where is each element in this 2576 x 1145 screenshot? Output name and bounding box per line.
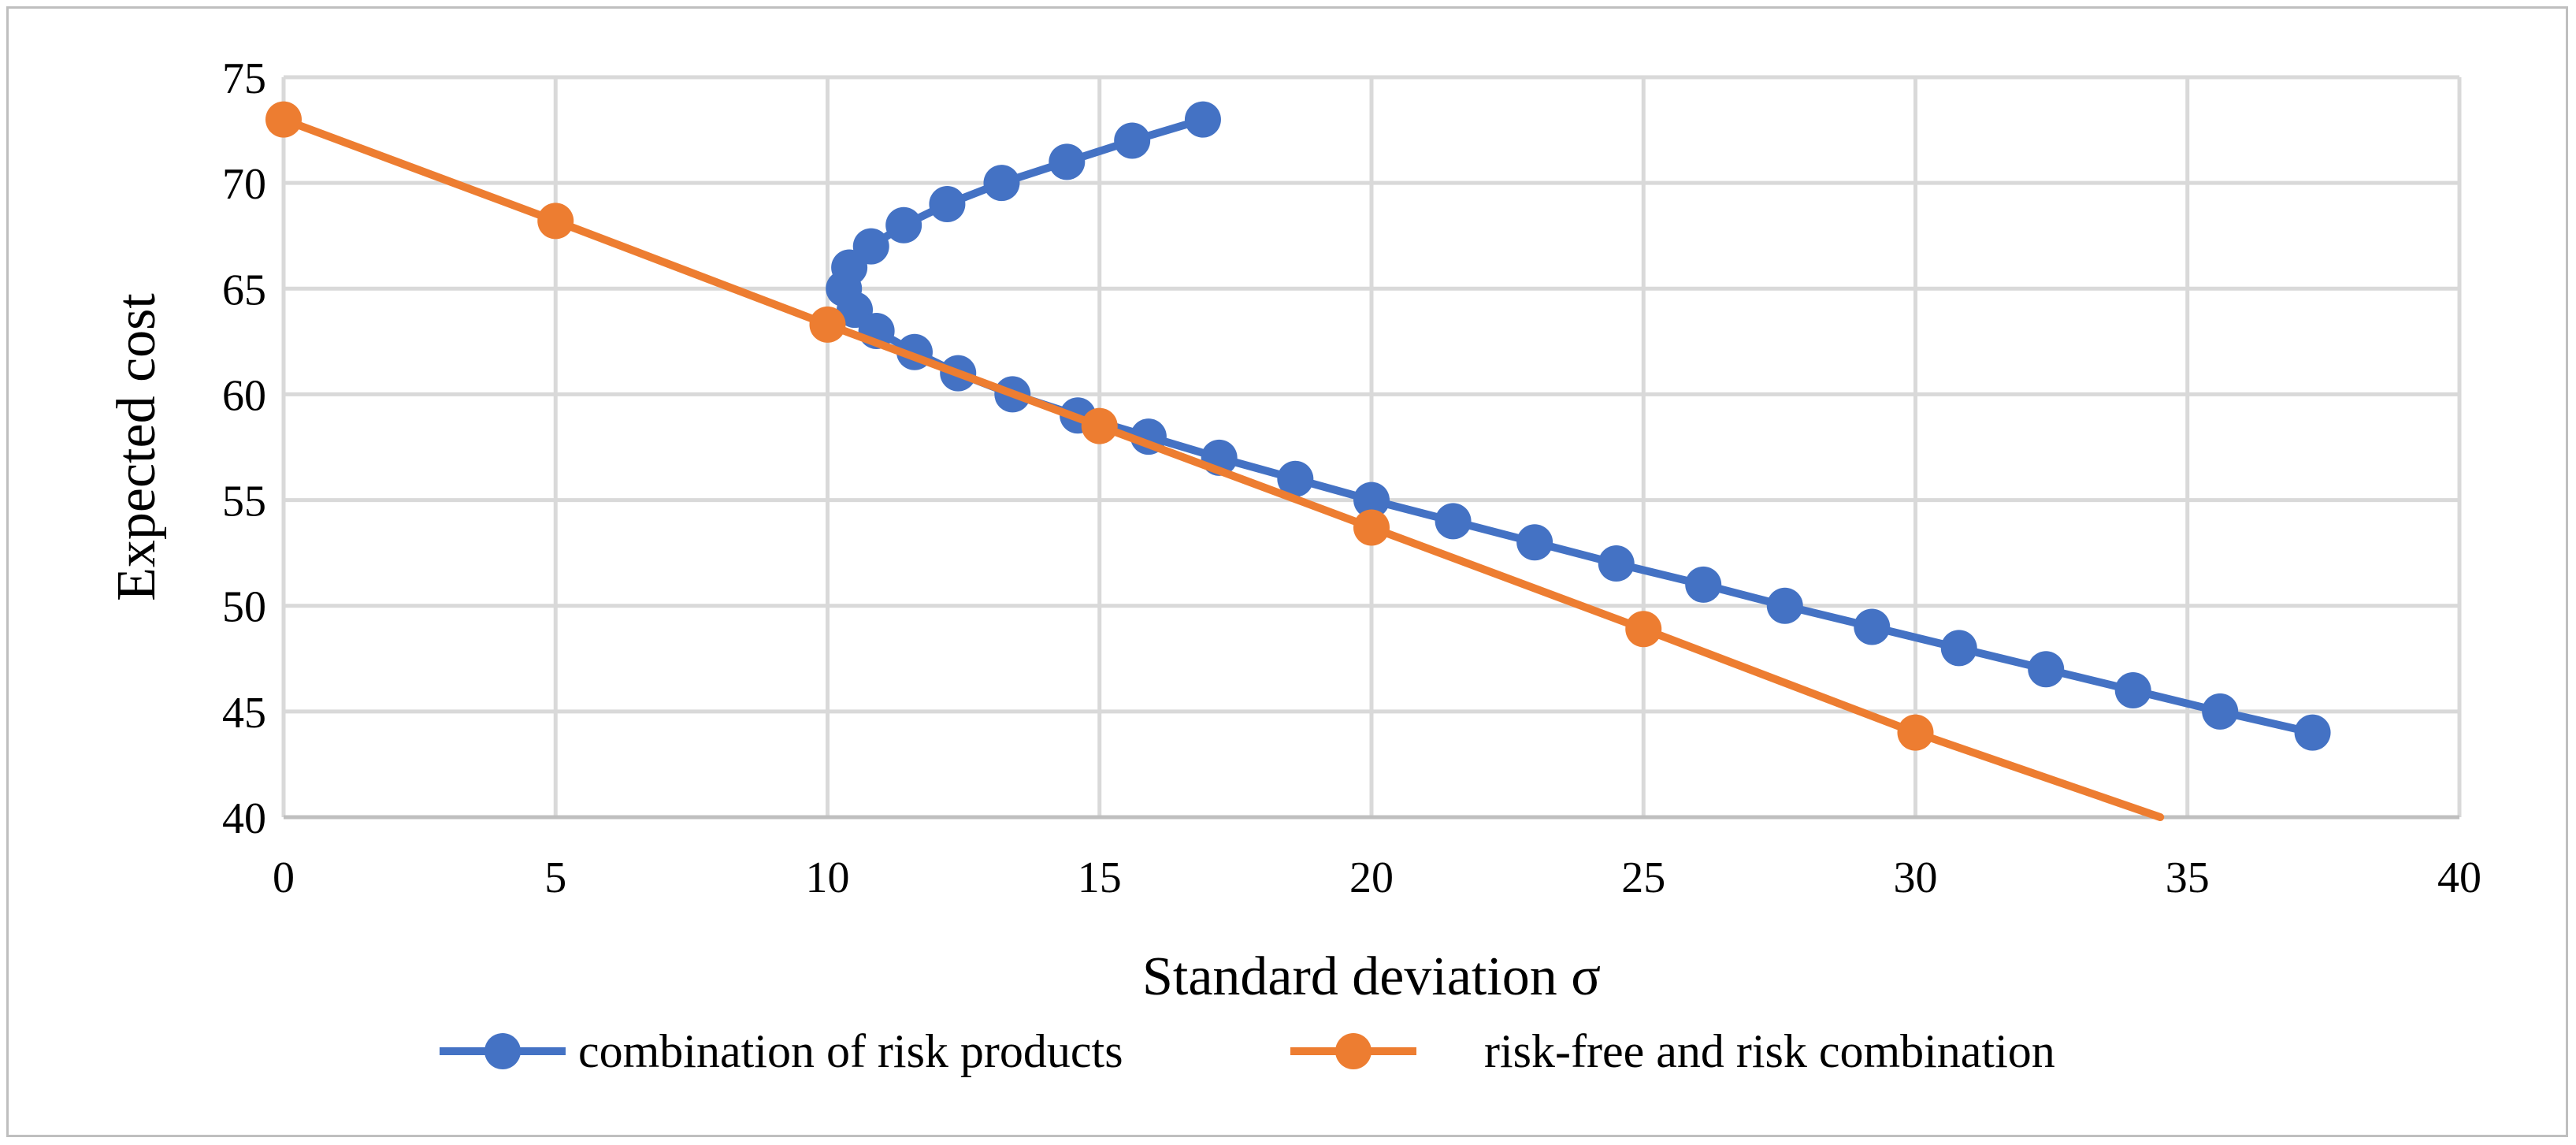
series-line-1 (280, 115, 2165, 821)
data-point-series-1 (1625, 611, 1662, 648)
data-point-series-0 (2114, 672, 2151, 709)
x-tick-label: 40 (2437, 853, 2481, 902)
x-tick-label: 35 (2166, 853, 2210, 902)
y-tick-label: 65 (222, 266, 266, 314)
data-point-series-0 (1766, 587, 1803, 624)
data-point-series-0 (929, 185, 966, 222)
legend: combination of risk products risk-free a… (440, 1025, 2055, 1077)
legend-item-risk-products: combination of risk products (440, 1025, 1123, 1077)
x-tick-label: 30 (1894, 853, 1938, 902)
data-point-series-1 (1081, 407, 1118, 444)
x-tick-label: 20 (1349, 853, 1394, 902)
data-point-series-0 (1516, 524, 1553, 561)
x-axis-title: Standard deviation σ (1142, 946, 1601, 1007)
x-tick-label: 0 (273, 853, 295, 902)
y-tick-label: 45 (222, 689, 266, 738)
data-point-series-0 (1049, 143, 1086, 180)
data-point-series-0 (1685, 566, 1722, 603)
x-tick-label: 15 (1078, 853, 1122, 902)
data-point-series-0 (2028, 651, 2065, 688)
data-point-series-0 (2202, 693, 2239, 730)
data-point-series-0 (1184, 101, 1221, 138)
y-tick-label: 40 (222, 794, 266, 843)
x-tick-label: 25 (1621, 853, 1665, 902)
data-point-series-1 (265, 101, 302, 138)
y-tick-label: 60 (222, 371, 266, 420)
data-point-series-0 (1940, 630, 1977, 667)
data-point-series-0 (2294, 714, 2331, 751)
data-point-series-0 (1435, 503, 1472, 540)
data-point-series-0 (885, 206, 922, 243)
y-tick-label: 50 (222, 583, 266, 632)
data-point-series-1 (809, 306, 846, 343)
legend-marker-risk-free (1335, 1033, 1372, 1069)
data-point-series-0 (1277, 460, 1314, 497)
legend-item-risk-free: risk-free and risk combination (1290, 1025, 2055, 1077)
y-axis-title: Expected cost (106, 293, 167, 601)
grid (281, 75, 2462, 820)
x-tick-label: 10 (806, 853, 850, 902)
data-point-series-1 (1353, 509, 1390, 546)
tick-labels: 0 5 10 15 20 25 30 35 40 40 45 50 55 60 65 70 75 (222, 54, 2481, 902)
x-tick-label: 5 (544, 853, 566, 902)
data-point-series-0 (983, 165, 1020, 202)
legend-marker-risk-products (484, 1033, 521, 1069)
data-point-series-0 (1598, 545, 1635, 582)
chart-frame (6, 6, 2568, 1137)
plot-area (265, 101, 2331, 821)
data-point-series-0 (1854, 608, 1891, 645)
y-tick-label: 75 (222, 54, 266, 103)
legend-label-risk-free: risk-free and risk combination (1484, 1025, 2055, 1077)
data-point-series-0 (1353, 481, 1390, 519)
data-point-series-1 (1897, 714, 1934, 751)
data-point-series-0 (1114, 122, 1151, 159)
data-point-series-1 (537, 203, 574, 240)
y-tick-label: 70 (222, 160, 266, 209)
y-tick-label: 55 (222, 478, 266, 526)
legend-label-risk-products: combination of risk products (578, 1025, 1123, 1077)
